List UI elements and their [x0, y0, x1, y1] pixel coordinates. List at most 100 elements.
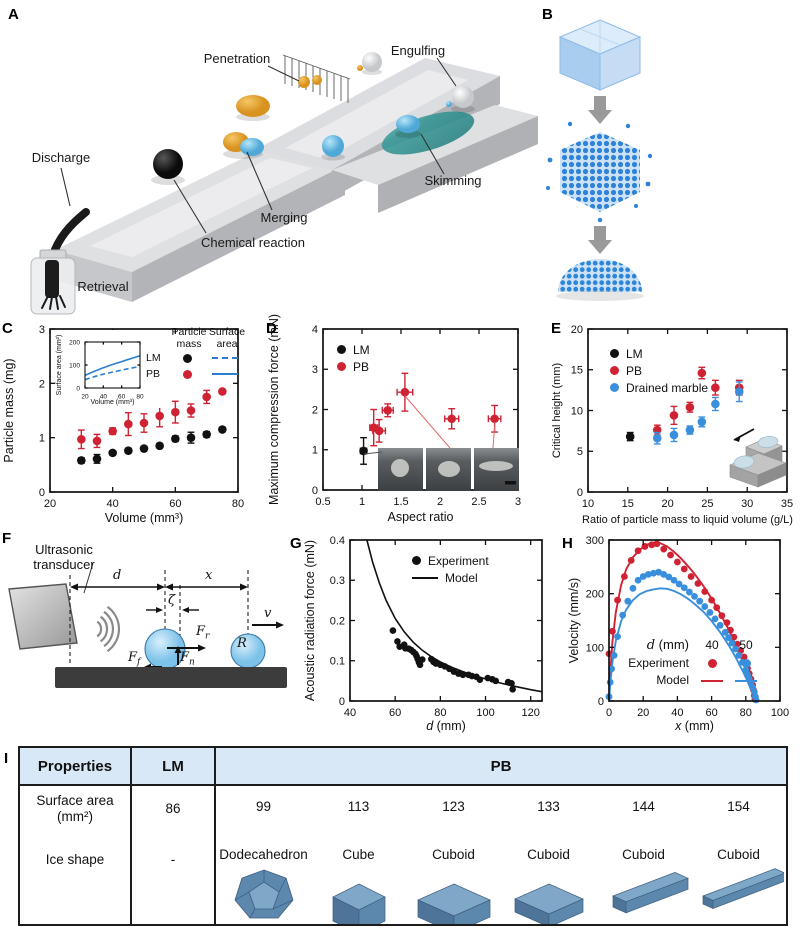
sound-waves-icon	[96, 606, 121, 652]
droplet-photo-1	[378, 448, 423, 491]
svg-text:2: 2	[437, 496, 443, 508]
svg-text:40: 40	[344, 707, 356, 719]
svg-text:100: 100	[476, 707, 494, 719]
chart-e-critical-height: 10 15 20 25 30 35 0 5 10 15 20 Ratio of particle ma…	[548, 315, 800, 527]
legend-col-particle-mass: Particle mass	[171, 326, 207, 350]
table-header-row: Properties LM PB	[20, 748, 786, 786]
svg-text:20: 20	[571, 324, 583, 336]
svg-text:x (mm): x (mm)	[674, 719, 714, 733]
legend-item-pb: PB	[146, 368, 161, 381]
svg-text:40: 40	[107, 498, 119, 510]
droplet-photo-3	[474, 448, 519, 491]
svg-text:0: 0	[577, 487, 583, 499]
legend-e: LM PB Drained marble	[610, 345, 708, 396]
row-label-ice-shape: Ice shape	[45, 851, 105, 867]
tilt-arrow-icon	[734, 435, 741, 442]
svg-text:15: 15	[622, 498, 634, 510]
force-n-arrow-icon	[174, 646, 182, 653]
pb-marker-icon	[337, 362, 346, 371]
svg-text:Particle mass (mg): Particle mass (mg)	[2, 358, 16, 462]
transducer-icon	[8, 583, 78, 650]
chart-h-velocity: 0 20 40 60 80 100 0 100 200 300 x (mm) Velocity (mm…	[563, 528, 800, 738]
svg-text:80: 80	[136, 394, 144, 401]
panel-a-illustration: Penetration Engulfing Discharge Skimming…	[0, 0, 540, 320]
chart-g-acoustic-force: 40 60 80 100 120 0 0.1 0.2 0.3 0.4 d (mm) Acoustic …	[300, 528, 562, 738]
svg-text:60: 60	[118, 394, 126, 401]
legend-c: Particle mass Surface area LM PB	[146, 326, 246, 382]
distance-d-label: d	[113, 568, 122, 583]
legend-col-surface-area: Surface area	[208, 326, 246, 350]
pb-shape-name: Cube	[342, 846, 375, 862]
svg-text:80: 80	[740, 707, 752, 719]
annotation-discharge: Discharge	[31, 150, 91, 165]
pb-column: 99 Dodecahedron	[216, 786, 311, 924]
svg-text:1: 1	[312, 445, 318, 457]
svg-text:1: 1	[359, 496, 365, 508]
svg-text:40: 40	[671, 707, 683, 719]
particle-ball-icon	[556, 259, 644, 301]
velocity-arrow-icon	[276, 621, 284, 629]
chart-d-compression-force: 0.5 1 1.5 2 2.5 3 0 1 2 3 4 Aspect ratio Maximum com…	[265, 314, 552, 527]
legend-item-lm: LM	[146, 352, 161, 365]
svg-text:0: 0	[606, 707, 612, 719]
annotation-engulfing: Engulfing	[390, 43, 446, 58]
svg-text:100: 100	[771, 707, 789, 719]
svg-text:100: 100	[69, 362, 80, 369]
svg-text:Maximum compression force (mN): Maximum compression force (mN)	[267, 314, 281, 505]
svg-text:1: 1	[39, 433, 45, 445]
panel-label-i: I	[4, 750, 9, 767]
velocity-label: v	[264, 606, 272, 621]
svg-text:3: 3	[515, 496, 521, 508]
svg-text:Velocity (mm/s): Velocity (mm/s)	[567, 578, 581, 663]
annotation-chemical-reaction: Chemical reaction	[200, 235, 306, 250]
svg-text:0.2: 0.2	[330, 615, 345, 627]
svg-text:200: 200	[69, 339, 80, 346]
particle-cube-icon	[546, 121, 653, 223]
panel-label-a: A	[8, 6, 19, 23]
merging-blue-droplet	[240, 138, 264, 156]
model-40-line-icon	[701, 679, 723, 682]
legend-50: 50	[739, 638, 753, 652]
svg-text:60: 60	[169, 498, 181, 510]
pb-column: 123 Cuboid	[406, 786, 501, 924]
legend-item-pb: PB	[626, 363, 643, 378]
lm-marker-icon	[182, 353, 192, 363]
svg-text:d (mm): d (mm)	[426, 719, 466, 733]
table-body: Surface area (mm²) Ice shape 86 - 99 Dode…	[20, 786, 786, 924]
svg-text:10: 10	[571, 405, 583, 417]
svg-text:0: 0	[598, 696, 604, 708]
row-labels-column: Surface area (mm²) Ice shape	[20, 786, 132, 924]
panel-label-d: D	[266, 320, 277, 337]
svg-text:1.5: 1.5	[393, 496, 408, 508]
svg-text:80: 80	[434, 707, 446, 719]
legend-h: d (mm) 40 50 Experiment Model	[615, 637, 763, 687]
lm-surface-area: 86	[165, 800, 181, 816]
legend-d-mm: d (mm)	[646, 637, 689, 653]
svg-text:10: 10	[582, 498, 594, 510]
panel-label-b: B	[542, 6, 553, 23]
droplet-photo-2	[426, 448, 471, 491]
panel-label-g: G	[290, 535, 302, 552]
svg-text:0: 0	[76, 385, 80, 392]
pb-shape-name: Cuboid	[622, 846, 665, 862]
svg-text:Aspect ratio: Aspect ratio	[387, 510, 453, 524]
pb-shape-name: Dodecahedron	[219, 846, 308, 862]
legend-item-model: Model	[445, 570, 478, 585]
dodecahedron-icon	[219, 866, 309, 924]
distance-x-label: x	[205, 568, 213, 583]
svg-text:2: 2	[39, 378, 45, 390]
svg-text:4: 4	[312, 324, 318, 336]
platform-3d-graphic	[30, 52, 538, 315]
legend-40: 40	[705, 638, 719, 652]
skimming-droplet	[396, 115, 420, 133]
model-50-line-icon	[735, 679, 757, 682]
panel-label-e: E	[551, 320, 562, 337]
pb-shape-name: Cuboid	[717, 846, 760, 862]
svg-text:2: 2	[312, 404, 318, 416]
experiment-50-marker-icon	[741, 659, 751, 669]
svg-text:30: 30	[741, 498, 753, 510]
down-arrow-icon	[588, 226, 612, 254]
panel-b-fabrication: Cuboid ice PTFE particles	[540, 0, 800, 320]
annotation-penetration: Penetration	[203, 51, 271, 66]
